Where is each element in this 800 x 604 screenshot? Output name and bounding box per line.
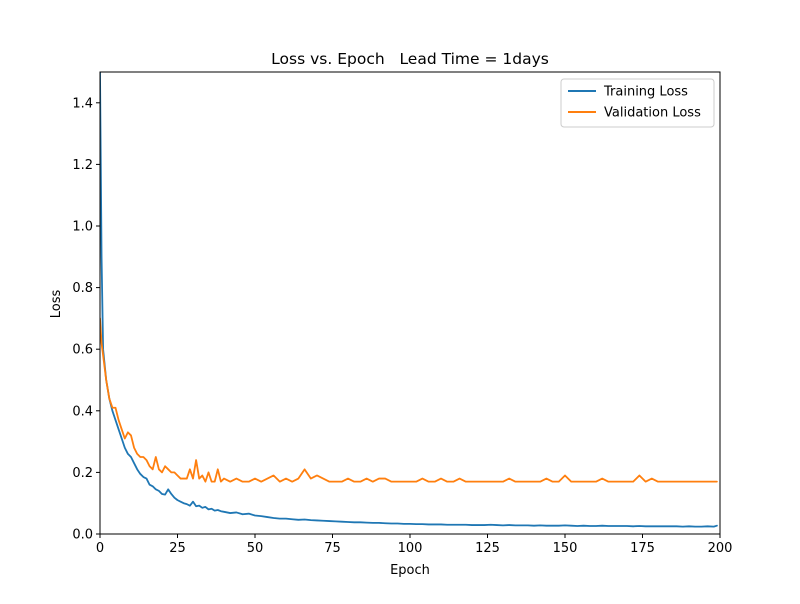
series-line-validation-loss	[100, 317, 718, 483]
y-tick-label: 0.4	[72, 404, 93, 419]
y-tick-label: 1.4	[72, 96, 93, 111]
x-tick-label: 50	[247, 541, 264, 556]
y-tick-label: 0.8	[72, 281, 93, 296]
x-tick-label: 150	[553, 541, 578, 556]
x-tick-label: 125	[475, 541, 500, 556]
x-tick-label: 25	[169, 541, 186, 556]
legend-label-training: Training Loss	[603, 85, 688, 100]
y-tick-label: 0.6	[72, 343, 93, 358]
x-tick-label: 200	[708, 541, 733, 556]
x-tick-label: 75	[324, 541, 341, 556]
y-tick-label: 0.2	[72, 466, 93, 481]
series-lines	[100, 72, 718, 528]
plot-frame	[99, 71, 721, 535]
legend-box	[560, 78, 715, 128]
y-axis-ticks: 0.0 0.2 0.4 0.6 0.8 1.0 1.2 1.4	[72, 96, 100, 543]
chart-title: Loss vs. Epoch Lead Time = 1days	[271, 50, 549, 68]
y-tick-label: 1.0	[72, 220, 93, 235]
x-tick-label: 100	[398, 541, 423, 556]
y-axis-label: Loss	[49, 290, 64, 319]
series-line-training-loss	[100, 72, 718, 528]
y-tick-label: 0.0	[72, 528, 93, 543]
y-tick-label: 1.2	[72, 158, 93, 173]
legend: Training Loss Validation Loss	[560, 78, 715, 128]
x-axis-label: Epoch	[390, 563, 430, 578]
legend-label-validation: Validation Loss	[604, 106, 701, 121]
x-axis-ticks: 0 25 50 75 100 125 150 175 200	[96, 534, 733, 556]
x-tick-label: 0	[96, 541, 104, 556]
x-tick-label: 175	[630, 541, 655, 556]
